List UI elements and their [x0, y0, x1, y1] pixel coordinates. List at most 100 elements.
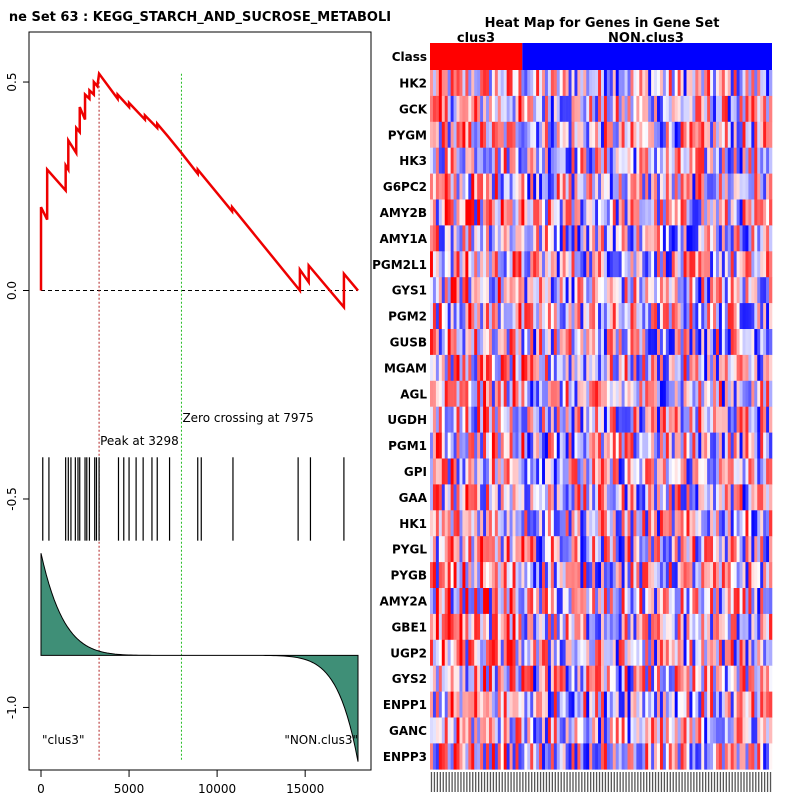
heatmap-cell [488, 70, 493, 97]
heatmap-cell [547, 251, 552, 278]
heatmap-cell [618, 121, 622, 148]
heatmap-cell [606, 173, 611, 200]
heatmap-cell [615, 639, 619, 666]
heatmap-cell [536, 95, 540, 123]
heatmap-cell [527, 95, 531, 123]
heatmap-cell [766, 691, 770, 718]
heatmap-cell [665, 536, 670, 563]
heatmap-cell [503, 743, 507, 770]
heatmap-cell [689, 406, 693, 433]
heatmap-cell [718, 665, 723, 692]
heatmap-cell [430, 588, 434, 615]
heatmap-cell [438, 510, 443, 537]
gene-label: ENPP1 [383, 698, 427, 712]
heatmap-cell [580, 484, 584, 511]
heatmap-cell [754, 743, 758, 770]
heatmap-cell [701, 329, 705, 356]
heatmap-cell [671, 173, 676, 200]
heatmap-cell [657, 173, 661, 200]
heatmap-cell [506, 484, 510, 511]
heatmap-cell [536, 329, 540, 356]
heatmap-cell [701, 743, 705, 770]
heatmap-cell [533, 613, 537, 641]
heatmap-cell [748, 562, 752, 589]
heatmap-cell [724, 95, 729, 123]
heatmap-cell [559, 406, 563, 433]
heatmap-cell [695, 121, 699, 148]
heatmap-cell [615, 588, 619, 615]
heatmap-cell [515, 717, 519, 744]
heatmap-cell [497, 199, 502, 226]
heatmap-cell [639, 329, 643, 356]
heatmap-cell [736, 303, 740, 330]
heatmap-cell [547, 277, 552, 304]
heatmap-cell [491, 354, 496, 382]
heatmap-cell [721, 613, 726, 641]
heatmap-cell [480, 329, 484, 356]
heatmap-cell [713, 639, 717, 666]
heatmap-cell [636, 613, 640, 641]
heatmap-cell [509, 70, 513, 97]
heatmap-cell [645, 380, 649, 407]
heatmap-cell [430, 225, 434, 252]
heatmap-cell [486, 613, 490, 641]
heatmap-cell [648, 70, 652, 97]
heatmap-cell [754, 588, 758, 615]
heatmap-cell [710, 562, 714, 589]
heatmap-cell [601, 406, 605, 433]
heatmap-cell [657, 536, 661, 563]
heatmap-cell [601, 432, 605, 459]
gene-label: UGDH [387, 413, 427, 427]
plot-frame [28, 31, 372, 771]
heatmap-cell [533, 70, 537, 97]
heatmap-cell [751, 458, 755, 485]
heatmap-cell [586, 277, 590, 304]
heatmap-cell [474, 251, 478, 278]
heatmap-cell [583, 458, 587, 485]
heatmap-cell [574, 588, 578, 615]
heatmap-cell [491, 70, 496, 97]
heatmap-cell [662, 484, 667, 511]
heatmap-cell [701, 354, 705, 382]
heatmap-cell [713, 406, 717, 433]
heatmap-cell [630, 225, 634, 252]
heatmap-cell [598, 665, 602, 692]
heatmap-cell [542, 147, 546, 174]
heatmap-cell [715, 562, 720, 589]
heatmap-cell [577, 251, 581, 278]
heatmap-cell [556, 432, 561, 459]
heatmap-cell [630, 354, 634, 382]
heatmap-cell [530, 277, 534, 304]
heatmap-cell [512, 173, 516, 200]
heatmap-cell [506, 70, 510, 97]
heatmap-cell [674, 121, 678, 148]
heatmap-cell [447, 95, 451, 123]
heatmap-cell [592, 225, 596, 252]
heatmap-cell [671, 251, 676, 278]
heatmap-cell [533, 484, 537, 511]
heatmap-cell [715, 70, 720, 97]
heatmap-cell [432, 173, 437, 200]
heatmap-cell [748, 225, 752, 252]
heatmap-cell [736, 588, 740, 615]
heatmap-cell [598, 380, 602, 407]
heatmap-cell [763, 380, 767, 407]
heatmap-cell [639, 743, 643, 770]
heatmap-cell [509, 484, 513, 511]
heatmap-cell [603, 277, 608, 304]
heatmap-cell [730, 95, 734, 123]
heatmap-cell [571, 277, 575, 304]
heatmap-cell [627, 717, 631, 744]
heatmap-cell [444, 743, 448, 770]
heatmap-cell [730, 354, 734, 382]
heatmap-cell [713, 329, 717, 356]
heatmap-cell [462, 277, 466, 304]
heatmap-cell [730, 329, 734, 356]
heatmap-cell [721, 70, 726, 97]
heatmap-cell [665, 613, 670, 641]
heatmap-cell [480, 95, 484, 123]
heatmap-cell [671, 510, 676, 537]
heatmap-cell [533, 665, 537, 692]
heatmap-cell [565, 536, 569, 563]
heatmap-cell [686, 484, 690, 511]
